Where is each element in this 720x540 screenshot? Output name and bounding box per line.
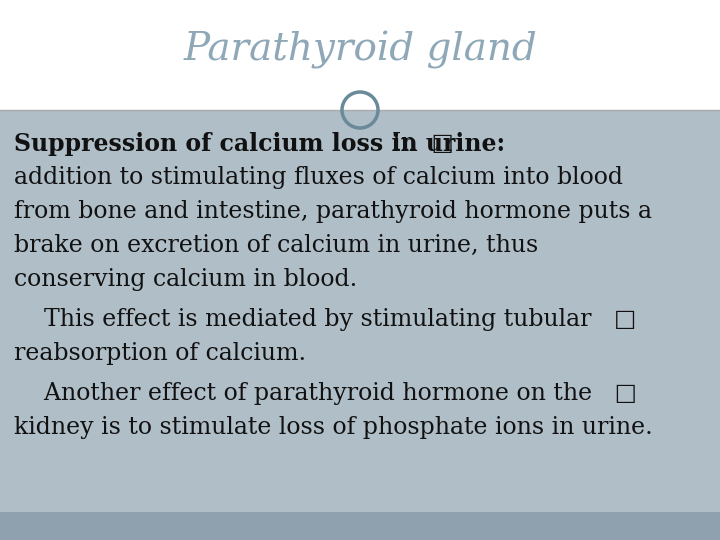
Text: from bone and intestine, parathyroid hormone puts a: from bone and intestine, parathyroid hor…: [14, 200, 652, 223]
Text: addition to stimulating fluxes of calcium into blood: addition to stimulating fluxes of calciu…: [14, 166, 623, 189]
Text: brake on excretion of calcium in urine, thus: brake on excretion of calcium in urine, …: [14, 234, 539, 257]
FancyBboxPatch shape: [0, 512, 720, 540]
Text: Suppression of calcium loss in urine:: Suppression of calcium loss in urine:: [14, 132, 505, 156]
Text: Parathyroid gland: Parathyroid gland: [183, 31, 537, 69]
FancyBboxPatch shape: [0, 110, 720, 512]
Text: conserving calcium in blood.: conserving calcium in blood.: [14, 268, 357, 291]
Text: This effect is mediated by stimulating tubular   □: This effect is mediated by stimulating t…: [14, 308, 636, 331]
Text: In  □: In □: [392, 132, 454, 155]
Text: reabsorption of calcium.: reabsorption of calcium.: [14, 342, 306, 365]
FancyBboxPatch shape: [0, 0, 720, 110]
Text: Another effect of parathyroid hormone on the   □: Another effect of parathyroid hormone on…: [14, 382, 637, 405]
Text: kidney is to stimulate loss of phosphate ions in urine.: kidney is to stimulate loss of phosphate…: [14, 416, 653, 439]
